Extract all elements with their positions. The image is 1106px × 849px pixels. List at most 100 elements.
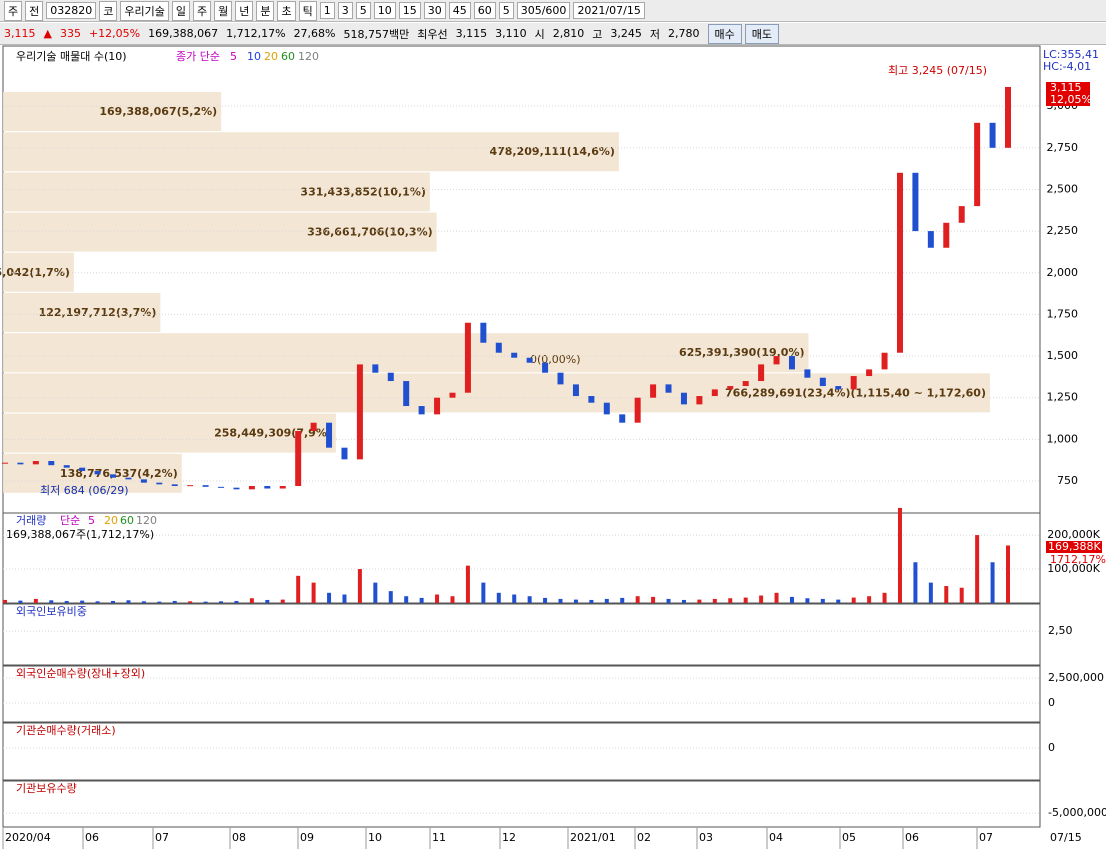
- candle: [711, 389, 718, 397]
- candle: [758, 364, 765, 382]
- trade-button[interactable]: 매도: [744, 23, 779, 44]
- panel-frame: [2, 512, 1041, 604]
- toolbar-item[interactable]: 5: [355, 2, 371, 19]
- toolbar-item[interactable]: 10: [373, 2, 396, 19]
- candle: [326, 422, 333, 448]
- quote-field: +12,05%: [88, 27, 141, 40]
- last-change: 12,05%: [1050, 93, 1092, 106]
- last-volume-box: [1046, 541, 1102, 553]
- toolbar-item[interactable]: 초: [277, 0, 296, 21]
- volume-bar: [944, 586, 949, 603]
- volume-bar: [573, 599, 578, 603]
- candle: [248, 486, 255, 490]
- toolbar-item[interactable]: 15: [398, 2, 421, 19]
- toolbar-item[interactable]: 305/600: [516, 2, 571, 19]
- candle: [866, 369, 873, 377]
- profile-zero-label: 0(0,00%): [530, 353, 581, 366]
- candle: [17, 462, 24, 465]
- toolbar-item[interactable]: 일: [171, 0, 190, 21]
- toolbar-item[interactable]: 30: [423, 2, 446, 19]
- toolbar-item[interactable]: 주: [192, 0, 212, 21]
- candle: [218, 486, 225, 488]
- x-tick-label: 02: [637, 831, 651, 844]
- toolbar-item[interactable]: 60: [473, 2, 496, 19]
- x-tick-label: 04: [769, 831, 783, 844]
- toolbar-item[interactable]: 우리기술: [120, 0, 169, 21]
- volume-bar: [789, 596, 794, 603]
- y-tick-label: 1,250: [1047, 391, 1079, 404]
- profile-label: 169,388,067(5,2%): [99, 105, 217, 118]
- candle: [896, 172, 903, 353]
- candle: [727, 386, 734, 390]
- toolbar-item[interactable]: 주: [4, 0, 23, 21]
- volume-bar: [558, 598, 563, 603]
- quote-field: 169,388,067: [148, 27, 219, 40]
- candle: [511, 352, 518, 358]
- candle: [434, 397, 441, 415]
- volume-bar: [419, 597, 424, 603]
- y-tick-label: 0: [1048, 741, 1055, 754]
- toolbar-item[interactable]: 5: [498, 2, 514, 19]
- toolbar-item[interactable]: 1: [319, 2, 335, 19]
- x-tick-label: 11: [432, 831, 446, 844]
- toolbar-item[interactable]: 2021/07/15: [573, 2, 645, 19]
- chart-area: 169,388,067(5,2%) 478,209,111(14,6%) 331,4…: [0, 45, 1106, 849]
- volume-bar: [172, 600, 177, 603]
- volume-summary: 169,388,067주(1,712,17%): [6, 528, 154, 541]
- quote-field: 2,810: [552, 27, 585, 40]
- volume-bar: [635, 596, 640, 603]
- volume-bar: [80, 600, 85, 603]
- ma-period: 20: [104, 514, 118, 527]
- volume-bar: [913, 562, 918, 603]
- candle: [974, 122, 981, 207]
- volume-bar: [3, 599, 7, 603]
- candle: [125, 477, 132, 480]
- high-note: 최고 3,245 (07/15): [888, 64, 987, 77]
- volume-bar: [604, 598, 609, 603]
- candle: [341, 447, 348, 460]
- last-price-box: [1046, 82, 1090, 106]
- volume-bar: [342, 594, 347, 603]
- candle: [156, 482, 163, 485]
- toolbar-item[interactable]: 년: [235, 0, 254, 21]
- y-tick-label: 2,250: [1047, 224, 1079, 237]
- profile-label-value: 169,388,067(5,2%): [99, 105, 217, 118]
- toolbar-item[interactable]: 월: [214, 0, 233, 21]
- quote-field: 고: [592, 27, 603, 41]
- toolbar-item[interactable]: 032820: [46, 2, 97, 19]
- candle: [912, 172, 919, 232]
- ma-period: 5: [230, 50, 237, 63]
- volume-bar: [373, 582, 378, 603]
- candle: [202, 485, 209, 487]
- volume-bar: [49, 600, 54, 603]
- corner-stat: HC:-4,01: [1043, 60, 1091, 73]
- toolbar-item[interactable]: 코: [99, 0, 118, 21]
- candle: [943, 222, 950, 248]
- panel-frame: [2, 665, 1041, 723]
- ma-period: 20: [264, 50, 278, 63]
- x-tick-label: 07: [155, 831, 169, 844]
- volume-bar: [327, 592, 332, 603]
- candle: [680, 392, 687, 405]
- volume-bar: [64, 600, 69, 603]
- x-tick-label: 2020/04: [5, 831, 51, 844]
- trade-button[interactable]: 매수: [707, 23, 742, 44]
- toolbar-item[interactable]: 틱: [298, 0, 317, 21]
- volume-bar: [249, 598, 254, 603]
- ma-label: 단순: [60, 514, 80, 527]
- candle: [588, 396, 595, 403]
- toolbar-item[interactable]: 45: [448, 2, 471, 19]
- volume-bar: [357, 569, 362, 603]
- volume-bar: [851, 597, 856, 603]
- profile-label-value: 55,025,042(1,7%): [0, 266, 70, 279]
- volume-bar: [111, 600, 116, 603]
- candle: [804, 369, 811, 378]
- toolbar-item[interactable]: 전: [25, 0, 44, 21]
- candle: [264, 486, 271, 489]
- toolbar-item[interactable]: 3: [337, 2, 353, 19]
- panel-title: 우리기술 매물대 수(10): [16, 50, 127, 63]
- candle: [171, 484, 178, 487]
- volume-bar: [141, 601, 146, 603]
- last-price: 3,115: [1050, 81, 1082, 94]
- toolbar-item[interactable]: 분: [256, 0, 275, 21]
